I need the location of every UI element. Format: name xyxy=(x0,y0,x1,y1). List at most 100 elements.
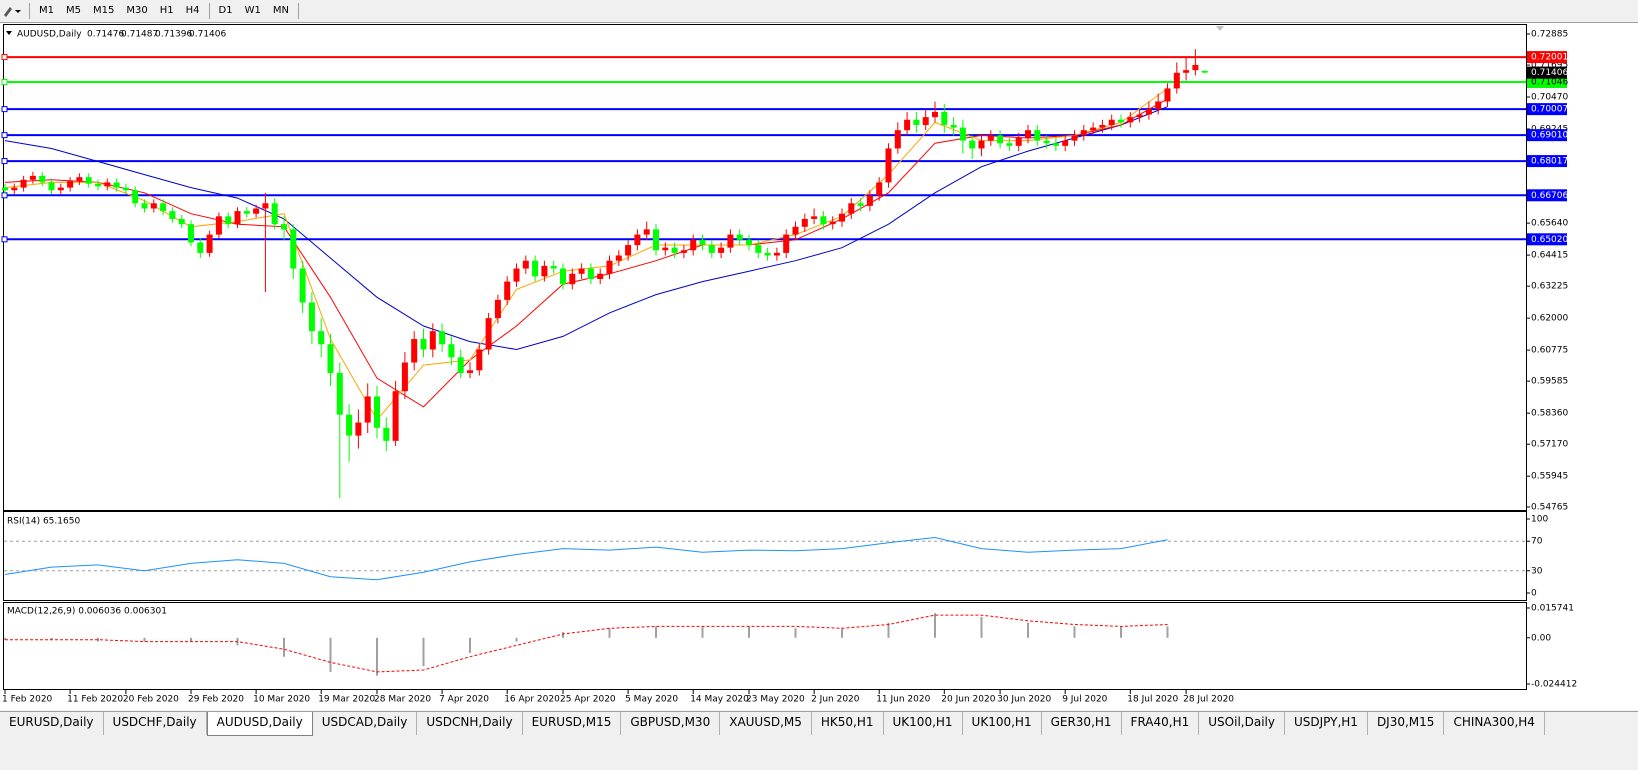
y-tick-label: 0.63225 xyxy=(1531,282,1568,292)
macd-histogram-bar xyxy=(1120,626,1122,638)
candle-body xyxy=(11,187,18,191)
draw-tool[interactable] xyxy=(0,1,26,21)
symbol-tab[interactable]: EURUSD,M15 xyxy=(523,712,622,735)
timeframe-button[interactable]: M30 xyxy=(126,5,148,16)
candle-body xyxy=(773,252,780,256)
symbol-tab[interactable]: CHINA300,H4 xyxy=(1444,712,1545,735)
symbol-tab[interactable]: USOil,Daily xyxy=(1199,712,1285,735)
candle-body xyxy=(839,213,845,222)
symbol-tab[interactable]: GER30,H1 xyxy=(1042,712,1122,735)
candle-body xyxy=(104,182,111,187)
candle-body xyxy=(997,135,1004,144)
candle-body xyxy=(57,187,64,191)
candle-body xyxy=(346,414,353,436)
y-tick-label: 0.70470 xyxy=(1531,93,1568,103)
candle-body xyxy=(206,234,213,253)
candle-body xyxy=(76,177,83,182)
x-tick-label: 9 Jul 2020 xyxy=(1062,695,1107,705)
symbol-tab[interactable]: UK100,H1 xyxy=(963,712,1042,735)
x-tick-label: 19 Mar 2020 xyxy=(318,695,375,705)
macd-histogram-bar xyxy=(329,637,332,672)
candle-body xyxy=(857,203,864,206)
level-handle xyxy=(1,106,8,113)
candle-body xyxy=(876,182,883,196)
candle-body xyxy=(1173,72,1180,89)
symbol-tab[interactable]: USDCHF,Daily xyxy=(104,712,207,735)
symbol-tab[interactable]: DJ30,M15 xyxy=(1368,712,1445,735)
timeframe-button[interactable]: H4 xyxy=(185,5,200,16)
candle-body xyxy=(253,208,260,214)
macd-histogram-bar xyxy=(422,637,425,667)
candle-body xyxy=(197,242,204,253)
moving-average xyxy=(4,106,1168,351)
candle-body xyxy=(1118,119,1124,123)
candle-body xyxy=(485,318,492,350)
symbol-tab[interactable]: FRA40,H1 xyxy=(1122,712,1200,735)
candle-body xyxy=(420,339,427,350)
candle-body xyxy=(2,187,8,191)
candle-body xyxy=(625,245,632,256)
candle-body xyxy=(587,268,594,279)
candle-body xyxy=(1127,117,1134,123)
symbol-tab[interactable]: USDCAD,Daily xyxy=(313,712,418,735)
candle-body xyxy=(1145,109,1152,115)
candle-body xyxy=(1201,70,1208,73)
candle-body xyxy=(848,203,855,214)
y-tick-label: 0.64415 xyxy=(1531,251,1568,261)
symbol-tab[interactable]: USDJPY,H1 xyxy=(1285,712,1368,735)
candle-body xyxy=(215,216,222,235)
candle-body xyxy=(1155,101,1162,110)
symbol-tab[interactable]: XAUUSD,M5 xyxy=(720,712,812,735)
macd-histogram-bar xyxy=(748,626,750,638)
y-tick-label: -0.024412 xyxy=(1531,680,1577,690)
candle-body xyxy=(308,302,315,332)
candle-body xyxy=(383,427,390,441)
candle-body xyxy=(178,218,185,225)
timeframe-button[interactable]: M1 xyxy=(39,5,54,16)
x-tick-label: 20 Feb 2020 xyxy=(123,695,179,705)
candle-body xyxy=(1052,143,1059,146)
candle-body xyxy=(755,245,762,253)
candle-body xyxy=(615,255,622,261)
main-frame xyxy=(3,24,1527,511)
candle-body xyxy=(122,187,129,191)
candle-body xyxy=(299,268,306,303)
candle-body xyxy=(457,357,464,373)
symbol-tab[interactable]: EURUSD,Daily xyxy=(0,712,104,735)
candle-body xyxy=(969,140,976,149)
candle-body xyxy=(141,203,148,209)
macd-histogram-bar xyxy=(469,637,471,653)
candle-body xyxy=(541,265,548,277)
candle-body xyxy=(643,229,650,235)
symbol-tab[interactable]: USDCNH,Daily xyxy=(417,712,523,735)
timeframe-button[interactable]: W1 xyxy=(244,5,261,16)
timeframe-button[interactable]: M5 xyxy=(66,5,81,16)
candle-body xyxy=(699,239,706,246)
symbol-tab[interactable]: UK100,H1 xyxy=(884,712,963,735)
symbol-tab[interactable]: HK50,H1 xyxy=(812,712,884,735)
candle-body xyxy=(894,130,901,149)
macd-histogram-bar xyxy=(143,637,146,642)
rsi-line xyxy=(4,536,1168,581)
candle-body xyxy=(95,183,101,187)
candle-body xyxy=(188,224,194,243)
candle-body xyxy=(243,211,250,214)
timeframe-button[interactable]: M15 xyxy=(93,5,115,16)
macd-histogram-bar xyxy=(887,622,890,638)
y-tick-label: 0.55945 xyxy=(1531,472,1568,482)
y-tick-label: 0.58360 xyxy=(1531,409,1568,419)
candle-body xyxy=(653,229,659,251)
candle-body xyxy=(792,226,799,235)
symbol-tab[interactable]: GBPUSD,M30 xyxy=(621,712,721,735)
timeframe-button[interactable]: MN xyxy=(272,5,289,16)
ohlc-value: 0.71487 xyxy=(121,30,158,40)
collapse-arrow[interactable] xyxy=(6,31,12,35)
macd-histogram-bar xyxy=(283,637,285,657)
candle-body xyxy=(1136,114,1143,118)
timeframe-button[interactable]: H1 xyxy=(159,5,174,16)
level-price-label: 0.66706 xyxy=(1531,191,1568,201)
candle-body xyxy=(913,119,920,125)
x-tick-label: 14 May 2020 xyxy=(690,695,749,705)
timeframe-button[interactable]: D1 xyxy=(218,5,233,16)
symbol-tab[interactable]: AUDUSD,Daily xyxy=(206,712,313,736)
